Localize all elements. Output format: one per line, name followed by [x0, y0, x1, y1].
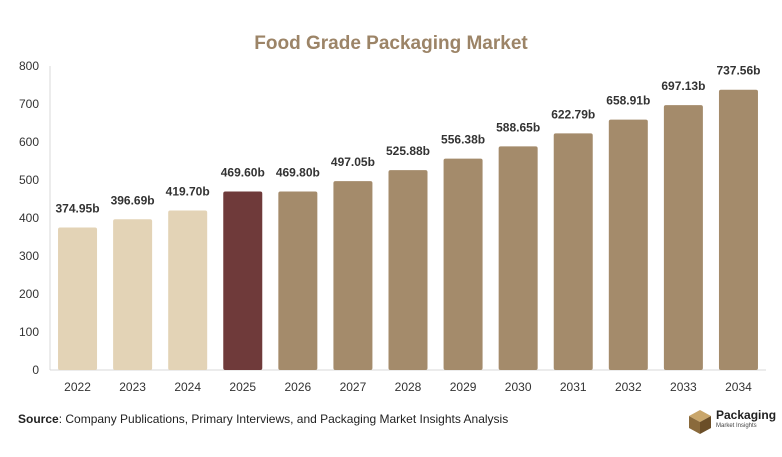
y-tick-label: 0 [32, 363, 39, 377]
bar [333, 181, 373, 370]
bar [608, 119, 648, 370]
x-tick-label: 2026 [284, 380, 311, 394]
logo-cube-icon [689, 410, 711, 434]
source-note: Source: Company Publications, Primary In… [18, 412, 508, 426]
y-tick-label: 300 [19, 249, 39, 263]
x-tick-label: 2034 [725, 380, 752, 394]
bar [168, 210, 208, 370]
bar [553, 133, 593, 370]
bar [58, 227, 98, 370]
bar [718, 89, 758, 370]
data-label: 658.91b [606, 94, 650, 108]
data-label: 374.95b [56, 202, 100, 216]
y-tick-label: 400 [19, 211, 39, 225]
company-logo: Packaging Market Insights [688, 407, 778, 439]
x-tick-label: 2027 [340, 380, 367, 394]
y-tick-label: 600 [19, 135, 39, 149]
data-label: 419.70b [166, 185, 210, 199]
x-tick-label: 2032 [615, 380, 642, 394]
x-tick-label: 2033 [670, 380, 697, 394]
data-label: 556.38b [441, 133, 485, 147]
data-label: 697.13b [661, 79, 705, 93]
data-label: 469.80b [276, 165, 320, 179]
bar [223, 191, 263, 370]
bar [443, 158, 483, 370]
bar [278, 191, 318, 370]
data-label: 588.65b [496, 120, 540, 134]
y-tick-label: 500 [19, 173, 39, 187]
data-label: 497.05b [331, 155, 375, 169]
bar [498, 146, 538, 370]
bar-chart: 0 100 200 300 400 500 600 700 800 2022 2023 2024 202… [19, 59, 766, 394]
x-tick-label: 2025 [229, 380, 256, 394]
y-tick-label: 800 [19, 59, 39, 73]
x-tick-label: 2028 [395, 380, 422, 394]
bars [58, 89, 758, 370]
data-label: 396.69b [111, 193, 155, 207]
logo-subtitle: Market Insights [716, 423, 757, 429]
source-text: : Company Publications, Primary Intervie… [58, 412, 509, 426]
y-tick-label: 700 [19, 97, 39, 111]
chart-title: Food Grade Packaging Market [254, 33, 528, 54]
data-labels: 374.95b 396.69b 419.70b 469.60b 469.80b 497.0… [56, 64, 761, 216]
y-tick-label: 100 [19, 325, 39, 339]
data-label: 525.88b [386, 144, 430, 158]
x-tick-label: 2030 [505, 380, 532, 394]
x-tick-label: 2023 [119, 380, 146, 394]
data-label: 737.56b [716, 64, 760, 78]
x-tick-label: 2029 [450, 380, 477, 394]
bar [388, 170, 428, 370]
axes: 0 100 200 300 400 500 600 700 800 2022 2023 2024 202… [19, 59, 766, 394]
x-tick-label: 2022 [64, 380, 91, 394]
y-tick-label: 200 [19, 287, 39, 301]
data-label: 469.60b [221, 166, 265, 180]
logo-name: Packaging [716, 408, 777, 422]
source-label: Source [18, 412, 59, 426]
bar [113, 219, 153, 370]
data-label: 622.79b [551, 107, 595, 121]
x-tick-label: 2031 [560, 380, 587, 394]
x-tick-label: 2024 [174, 380, 201, 394]
bar [663, 105, 703, 370]
